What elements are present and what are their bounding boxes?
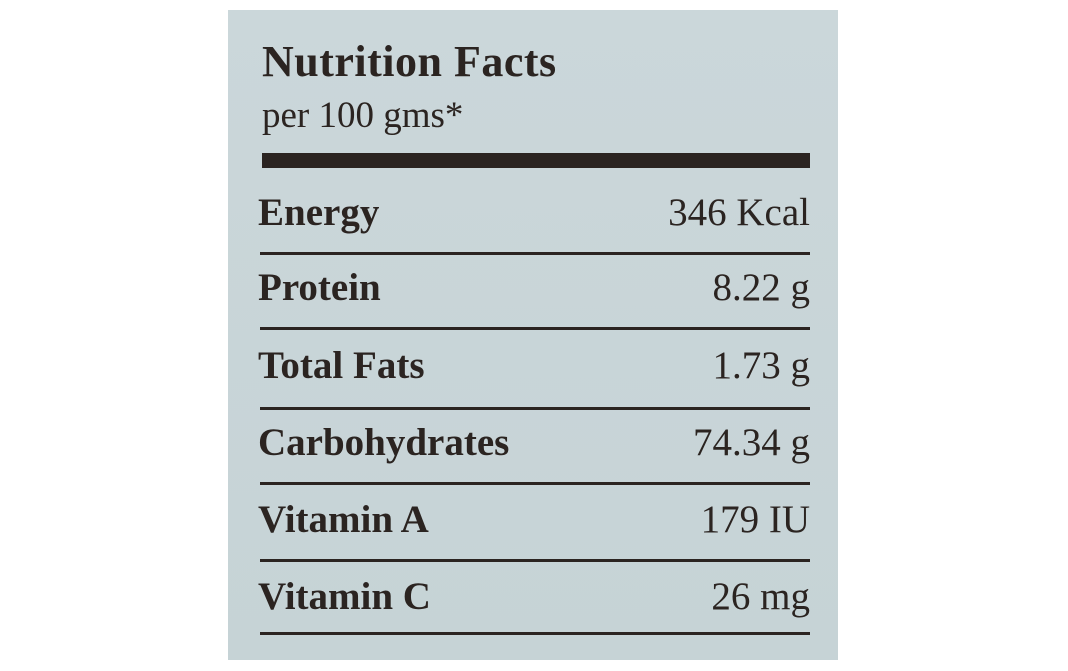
nutrition-panel: Nutrition Facts per 100 gms* Energy 346 K… — [228, 10, 838, 660]
row-rule — [260, 252, 810, 255]
row-label: Vitamin A — [258, 498, 429, 541]
title: Nutrition Facts — [262, 37, 557, 86]
row-value: 26 mg — [711, 575, 810, 618]
row-value: 74.34 g — [693, 421, 810, 464]
row-label: Energy — [258, 191, 380, 234]
row-label: Vitamin C — [258, 575, 431, 618]
row-rule — [260, 632, 810, 635]
row-rule — [260, 407, 810, 410]
row-rule — [260, 559, 810, 562]
row-rule — [260, 482, 810, 485]
row-value: 8.22 g — [712, 266, 811, 309]
row-label: Total Fats — [258, 344, 425, 387]
header-bar — [262, 153, 810, 168]
row-rule — [260, 327, 810, 330]
row-label: Carbohydrates — [258, 421, 510, 464]
subtitle: per 100 gms* — [262, 95, 464, 136]
row-value: 346 Kcal — [668, 191, 810, 234]
row-value: 179 IU — [700, 498, 810, 541]
row-label: Protein — [258, 266, 381, 309]
row-value: 1.73 g — [712, 344, 811, 387]
